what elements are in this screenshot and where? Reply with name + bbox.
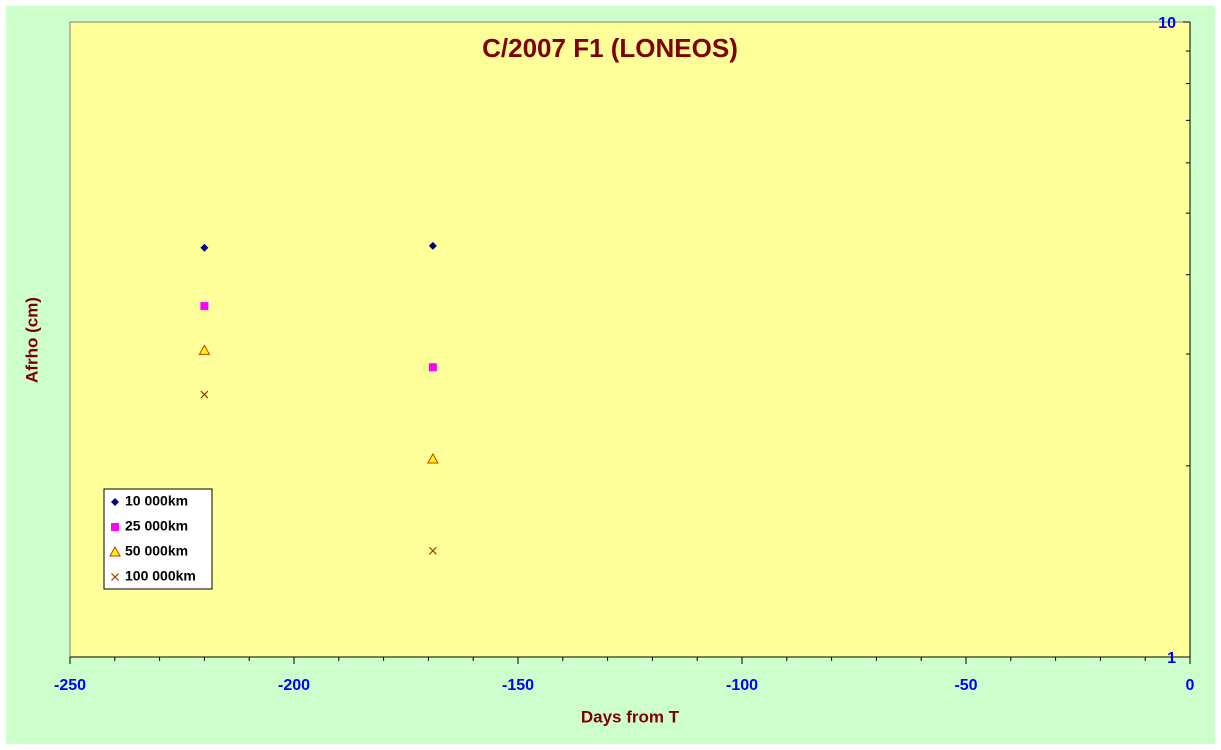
x-tick-label: -100 (726, 677, 758, 694)
x-tick-label: 0 (1186, 677, 1195, 694)
y-tick-label: 1 (1167, 650, 1176, 667)
legend-marker (111, 523, 119, 531)
legend-label: 50 000km (125, 543, 188, 559)
y-axis-title: Afrho (cm) (22, 297, 41, 383)
marker (198, 344, 211, 355)
marker (200, 243, 209, 252)
plot-area (69, 21, 1191, 658)
marker (428, 241, 437, 250)
marker (200, 302, 209, 311)
legend-label: 100 000km (125, 568, 196, 584)
x-axis-title: Days from T (581, 707, 680, 726)
legend-marker (111, 573, 119, 581)
marker (428, 363, 437, 372)
x-tick-label: -150 (502, 677, 534, 694)
legend (103, 488, 213, 590)
legend-marker (109, 545, 121, 557)
legend-label: 10 000km (125, 493, 188, 509)
y-tick-label: 10 (1158, 15, 1176, 32)
x-tick-label: -250 (54, 677, 86, 694)
marker (428, 546, 437, 555)
x-tick-label: -50 (954, 677, 977, 694)
legend-label: 25 000km (125, 518, 188, 534)
chart-title: C/2007 F1 (LONEOS) (482, 33, 738, 63)
marker (427, 453, 439, 464)
x-tick-label: -200 (278, 677, 310, 694)
marker (200, 390, 209, 399)
legend-marker (111, 498, 119, 506)
